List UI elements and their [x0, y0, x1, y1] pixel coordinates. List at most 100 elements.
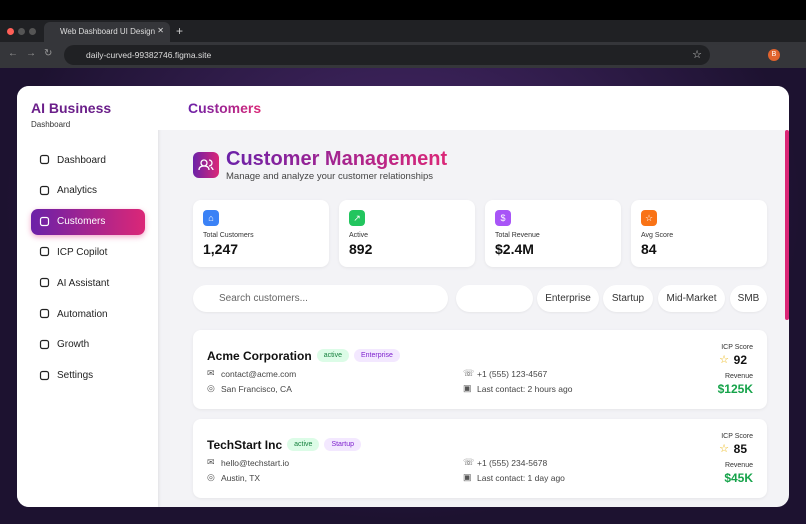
- status-badge: active: [316, 349, 349, 363]
- nav-label: Automation: [57, 308, 108, 320]
- search-input[interactable]: Search customers...: [193, 285, 448, 312]
- tab[interactable]: Web Dashboard UI Design ✕: [44, 22, 170, 42]
- nav-item[interactable]: AI Assistant: [31, 270, 145, 296]
- contact-row: ◎ San Francisco, CA: [207, 383, 292, 394]
- nav-label: AI Assistant: [57, 277, 110, 289]
- filter-button[interactable]: Mid-Market: [658, 285, 725, 312]
- email: contact@acme.com: [221, 368, 297, 379]
- score-label: ICP Score: [721, 433, 753, 440]
- stat-value: $2.4M: [495, 241, 534, 257]
- score-label: ICP Score: [721, 344, 753, 351]
- stat-icon: ↗: [349, 210, 365, 226]
- nav-label: ICP Copilot: [57, 246, 108, 258]
- contact-row: ☏ +1 (555) 234-5678: [463, 457, 547, 468]
- stat-icon: ⌂: [203, 210, 219, 226]
- row-icon: ◎: [207, 383, 215, 393]
- close-dot[interactable]: [7, 28, 14, 35]
- revenue-label: Revenue: [724, 462, 753, 469]
- brand: AI Business: [31, 100, 112, 116]
- nav-label: Customers: [57, 216, 106, 228]
- score: 85: [733, 442, 747, 456]
- phone: +1 (555) 123-4567: [477, 368, 548, 379]
- revenue: $45K: [724, 471, 753, 485]
- stat-label: Total Revenue: [495, 232, 540, 239]
- score: 92: [733, 353, 747, 367]
- page-subtitle: Manage and analyze your customer relatio…: [226, 171, 434, 182]
- segment-badge: Startup: [324, 438, 362, 452]
- filter-button[interactable]: Enterprise: [537, 285, 599, 312]
- row-icon: ✉: [207, 368, 215, 378]
- last-contact: Last contact: 1 day ago: [477, 472, 565, 483]
- filter-button[interactable]: All Customers: [456, 285, 533, 312]
- customer-heading: TechStart Inc active Startup: [207, 436, 362, 454]
- customer-card[interactable]: Acme Corporation active Enterprise ✉ contact…: [193, 330, 767, 409]
- revenue-label: Revenue: [724, 373, 753, 380]
- contact-row: ✉ hello@techstart.io: [207, 457, 289, 468]
- stat-icon: ☆: [641, 210, 657, 226]
- min-dot[interactable]: [18, 28, 25, 35]
- stat-label: Active: [349, 232, 369, 239]
- nav-icon: [39, 185, 50, 195]
- stat-card: ↗ Active 892: [339, 200, 475, 267]
- nav-icon: [39, 278, 50, 288]
- page-title: Customer Management: [226, 148, 448, 170]
- tab-title: Web Dashboard UI Design: [60, 27, 156, 36]
- revenue: $125K: [717, 382, 753, 396]
- filter-button[interactable]: SMB: [730, 285, 767, 312]
- stat-card: ⌂ Total Customers 1,247: [193, 200, 329, 267]
- nav-icon: [39, 247, 50, 257]
- customer-name: Acme Corporation: [207, 348, 312, 363]
- url: daily-curved-99382746.figma.site: [86, 50, 212, 60]
- brand-subtitle: Dashboard: [31, 120, 71, 129]
- nav-icon: [39, 154, 50, 165]
- avatar[interactable]: B: [768, 49, 780, 61]
- phone: +1 (555) 234-5678: [477, 457, 548, 468]
- row-icon: ☏: [463, 457, 475, 467]
- new-tab[interactable]: +: [176, 24, 184, 38]
- tab-close[interactable]: ✕: [157, 26, 164, 35]
- filter-button[interactable]: Startup: [603, 285, 653, 312]
- nav-icon: [39, 339, 50, 349]
- nav-label: Growth: [57, 339, 90, 351]
- location: San Francisco, CA: [221, 383, 292, 394]
- star: ☆: [719, 354, 729, 366]
- nav-item[interactable]: Dashboard: [31, 147, 145, 173]
- customer-name: TechStart Inc: [207, 437, 283, 452]
- last-contact: Last contact: 2 hours ago: [477, 383, 573, 394]
- nav-icon: [39, 370, 50, 380]
- stat-card: $ Total Revenue $2.4M: [485, 200, 621, 267]
- scrollbar[interactable]: [785, 130, 789, 320]
- header-title: Customers: [188, 100, 262, 116]
- contact-row: ▣ Last contact: 2 hours ago: [463, 383, 572, 394]
- customer-heading: Acme Corporation active Enterprise: [207, 347, 400, 365]
- header: [158, 86, 789, 130]
- nav-label: Settings: [57, 370, 94, 382]
- nav-label: Analytics: [57, 185, 98, 197]
- stat-icon: $: [495, 210, 511, 226]
- stat-value: 892: [349, 241, 373, 257]
- star: ☆: [719, 443, 729, 455]
- nav-item[interactable]: Automation: [31, 301, 145, 327]
- customer-card[interactable]: TechStart Inc active Startup ✉ hello@techsta…: [193, 419, 767, 498]
- nav-item[interactable]: Customers: [31, 208, 145, 235]
- row-icon: ☏: [463, 368, 475, 378]
- location: Austin, TX: [221, 472, 261, 483]
- row-icon: ▣: [463, 472, 472, 482]
- nav-item[interactable]: ICP Copilot: [31, 239, 145, 265]
- segment-badge: Enterprise: [353, 349, 400, 363]
- nav-item[interactable]: Growth: [31, 332, 145, 358]
- contact-row: ☏ +1 (555) 123-4567: [463, 368, 547, 379]
- stat-label: Total Customers: [203, 232, 254, 239]
- nav-icon: [39, 216, 50, 226]
- nav-buttons[interactable]: ←→↻: [8, 48, 61, 59]
- stat-value: 1,247: [203, 241, 239, 257]
- address-bar[interactable]: daily-curved-99382746.figma.site ☆: [64, 45, 710, 65]
- tab-strip: [0, 20, 806, 42]
- nav-item[interactable]: Analytics: [31, 178, 145, 204]
- max-dot[interactable]: [29, 28, 36, 35]
- contact-row: ✉ contact@acme.com: [207, 368, 296, 379]
- nav-label: Dashboard: [57, 154, 106, 166]
- row-icon: ✉: [207, 457, 215, 467]
- nav-item[interactable]: Settings: [31, 363, 145, 389]
